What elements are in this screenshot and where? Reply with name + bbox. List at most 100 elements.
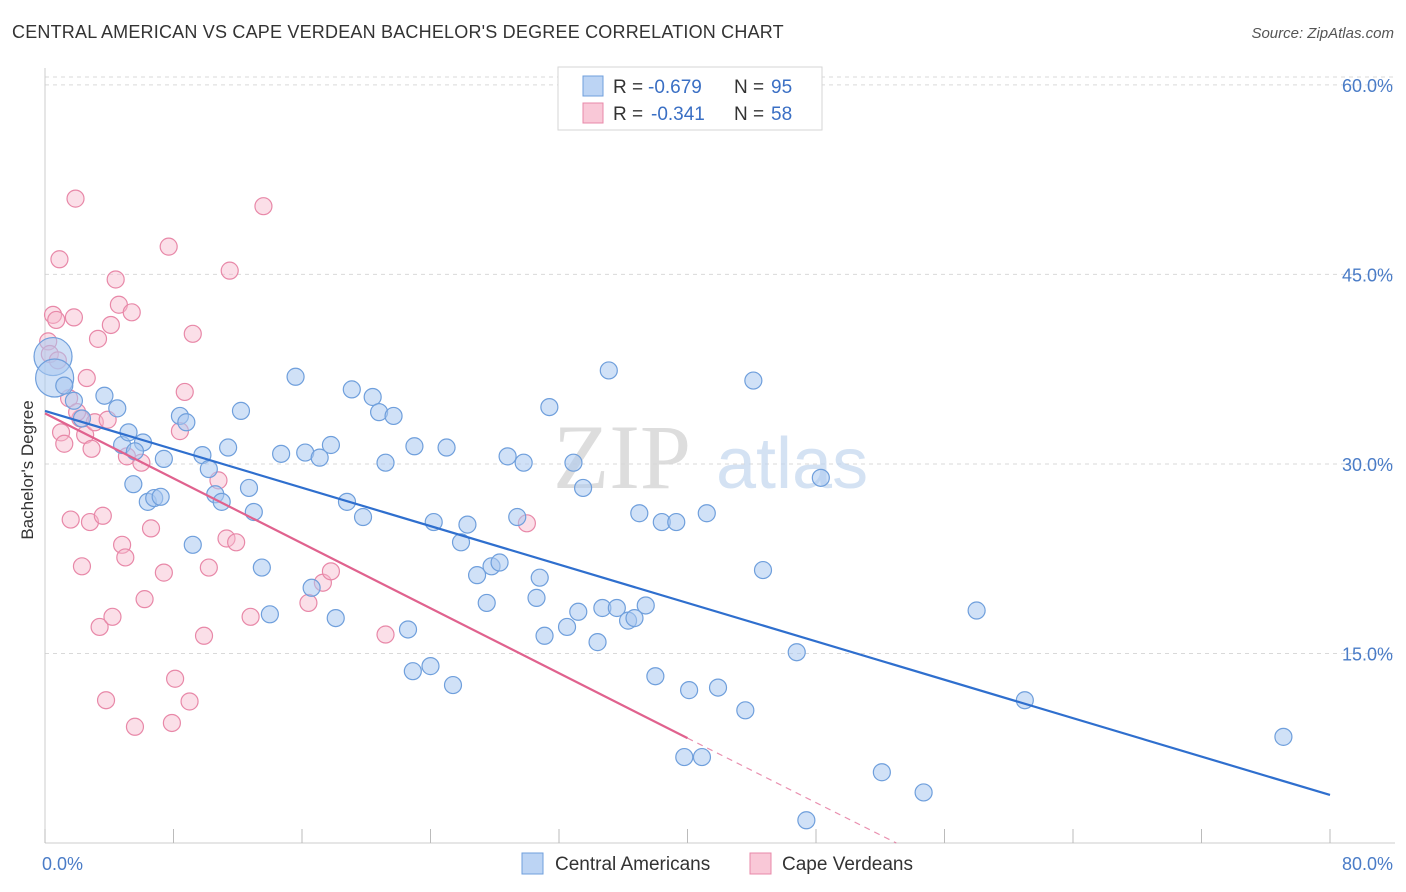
central-american-point-75 (646, 667, 665, 686)
central-american-trend-line (44, 409, 1331, 797)
central-american-point-51 (458, 515, 477, 534)
cape-verdean-point-47 (220, 261, 239, 280)
central-american-point-58 (514, 453, 533, 472)
legend-n-value-blue: 95 (771, 77, 792, 98)
chart-source: Source: ZipAtlas.com (1251, 25, 1394, 42)
cape-verdean-point-21 (96, 691, 116, 710)
cape-verdean-point-36 (159, 237, 178, 256)
cape-verdean-point-46 (217, 529, 236, 548)
central-american-point-20 (199, 459, 218, 479)
watermark-atlas: atlas (716, 424, 868, 504)
watermark: ZIP atlas (553, 406, 868, 508)
y-axis-title: Bachelor's Degree (18, 400, 37, 539)
central-american-point-48 (437, 438, 456, 457)
cape-verdean-point-35 (154, 563, 173, 582)
bottom-legend: Central Americans Cape Verdeans (521, 852, 913, 875)
legend-r-label-pink: R = (613, 104, 643, 125)
cape-verdean-point-30 (122, 303, 141, 322)
cape-verdean-point-19 (90, 617, 109, 637)
cape-verdean-point-31 (125, 717, 145, 736)
central-american-point-69 (599, 361, 618, 380)
cape-verdean-point-34 (141, 519, 161, 538)
cape-verdean-point-48 (227, 533, 246, 552)
cape-verdean-point-4 (50, 250, 69, 269)
cape-verdean-point-24 (103, 607, 122, 626)
central-american-point-55 (490, 553, 509, 572)
central-american-point-23 (219, 438, 238, 457)
cape-verdean-point-50 (254, 197, 273, 216)
cape-verdean-point-40 (175, 382, 194, 402)
cape-verdean-trend-extension (687, 737, 897, 844)
legend-r-value-pink: -0.341 (651, 104, 705, 125)
y-tick-label-3: 60.0% (1342, 76, 1393, 96)
central-american-point-90 (914, 783, 933, 802)
cape-verdean-point-3 (47, 310, 66, 330)
central-american-point-80 (692, 747, 712, 767)
central-american-point-17 (177, 413, 196, 432)
central-american-point-56 (498, 447, 517, 466)
central-american-point-35 (326, 608, 345, 628)
central-american-point-83 (736, 701, 755, 720)
central-american-point-44 (403, 662, 422, 681)
cape-verdean-point-41 (180, 692, 199, 711)
cape-verdean-point-10 (66, 189, 85, 208)
central-american-point-93 (1274, 727, 1293, 746)
cape-verdean-point-25 (106, 270, 125, 289)
bottom-legend-label-blue: Central Americans (555, 854, 710, 875)
tick-labels: 15.0% 30.0% 45.0% 60.0% 0.0% 80.0% (42, 76, 1393, 874)
central-american-point-74 (636, 596, 655, 615)
cape-verdean-point-16 (82, 439, 101, 458)
cape-verdean-trend-line (44, 412, 688, 740)
central-american-point-38 (353, 507, 373, 527)
legend-n-label-blue: N = (734, 77, 764, 98)
legend-swatch-pink (582, 102, 604, 124)
central-american-point-41 (376, 453, 395, 472)
central-american-point-50 (451, 533, 471, 552)
cape-verdean-point-49 (241, 607, 260, 626)
bottom-legend-label-pink: Cape Verdeans (782, 854, 913, 875)
chart-title: CENTRAL AMERICAN VS CAPE VERDEAN BACHELO… (12, 22, 784, 42)
cape-verdean-point-51 (299, 593, 318, 613)
gridlines (45, 76, 1395, 654)
central-american-point-57 (508, 507, 527, 527)
central-american-point-77 (667, 512, 686, 532)
central-american-point-64 (564, 453, 583, 472)
central-american-point-78 (675, 747, 694, 767)
central-american-point-5 (95, 386, 114, 405)
cape-verdean-point-5 (51, 423, 71, 442)
cape-verdean-point-42 (183, 324, 202, 343)
central-american-point-39 (363, 387, 382, 407)
central-american-point-62 (540, 397, 559, 417)
legend-n-value-pink: 58 (771, 104, 792, 125)
central-american-point-14 (154, 449, 173, 468)
central-american-point-59 (527, 588, 546, 607)
central-american-point-45 (405, 437, 424, 456)
cape-verdean-point-37 (162, 713, 181, 733)
cape-verdean-point-44 (199, 558, 218, 577)
cape-verdean-point-38 (166, 669, 185, 688)
central-american-point-82 (708, 678, 728, 697)
central-american-point-53 (477, 593, 496, 613)
cape-verdean-point-6 (55, 434, 74, 453)
cape-verdean-point-54 (376, 625, 395, 644)
central-american-point-24 (231, 401, 251, 420)
y-tick-label-1: 30.0% (1342, 455, 1393, 475)
central-american-point-72 (625, 608, 644, 628)
central-american-point-43 (398, 620, 418, 639)
x-tick-label-max: 80.0% (1342, 854, 1393, 874)
cape-verdean-point-53 (321, 562, 341, 581)
central-american-point-10 (125, 442, 145, 461)
legend-r-label-blue: R = (613, 77, 643, 98)
legend-r-value-blue: -0.679 (648, 77, 702, 98)
trend-lines (44, 409, 1331, 844)
cape-verdean-point-9 (64, 308, 84, 327)
central-american-point-28 (260, 605, 279, 624)
central-american-point-49 (443, 675, 463, 695)
central-american-point-46 (421, 657, 440, 676)
central-american-point-29 (272, 444, 291, 463)
top-legend: R = -0.679 N = 95 R = -0.341 N = 58 (557, 66, 823, 131)
cape-verdean-point-43 (194, 626, 214, 645)
central-american-point-91 (967, 601, 986, 620)
central-american-point-63 (557, 617, 577, 637)
